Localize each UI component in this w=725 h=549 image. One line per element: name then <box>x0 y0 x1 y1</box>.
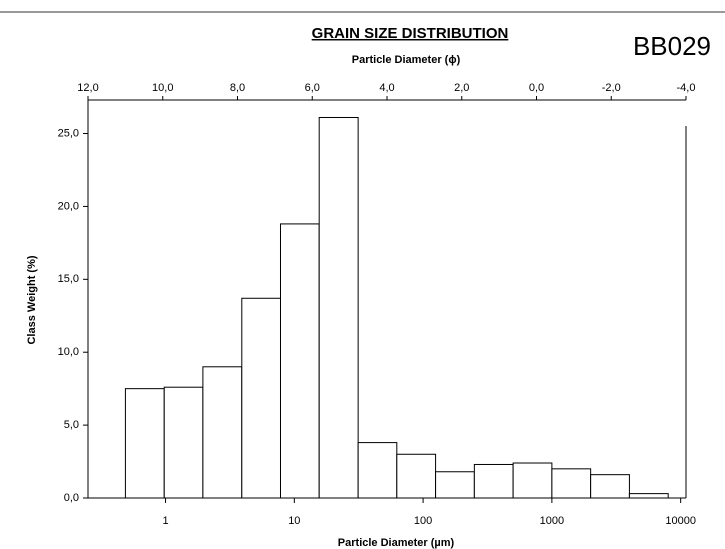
y-tick-label: 25,0 <box>58 127 79 139</box>
bar <box>435 471 475 499</box>
bar <box>202 366 243 499</box>
bar <box>318 116 359 499</box>
x2-tick-label: -2,0 <box>602 82 621 94</box>
bar <box>512 462 553 499</box>
x2-axis-label: Particle Diameter (ϕ) <box>352 54 461 66</box>
x2-tick-label: 12,0 <box>77 82 98 94</box>
x-tick-label: 1000 <box>540 515 564 527</box>
sample-label: BB029 <box>633 31 711 61</box>
x2-tick-label: 10,0 <box>152 82 173 94</box>
bar <box>628 493 669 499</box>
bar <box>124 388 165 499</box>
x2-tick-label: 6,0 <box>305 82 320 94</box>
x-tick-label: 1 <box>162 515 168 527</box>
y-tick-label: 5,0 <box>64 419 79 431</box>
bar <box>551 468 592 499</box>
x-axis-label: Particle Diameter (µm) <box>338 537 455 549</box>
bar <box>357 442 398 499</box>
x2-tick-label: 4,0 <box>379 82 394 94</box>
y-tick-label: 10,0 <box>58 346 79 358</box>
x2-tick-label: 8,0 <box>230 82 245 94</box>
bar <box>590 474 630 499</box>
x-tick-label: 10000 <box>665 515 696 527</box>
bar <box>396 453 437 499</box>
bar <box>241 297 281 499</box>
bar <box>279 223 320 499</box>
bar <box>163 386 204 499</box>
y-axis-label: Class Weight (%) <box>26 255 38 344</box>
x-tick-label: 10 <box>288 515 300 527</box>
x2-tick-label: -4,0 <box>677 82 696 94</box>
y-tick-label: 20,0 <box>58 200 79 212</box>
x2-tick-label: 2,0 <box>454 82 469 94</box>
x-tick-label: 100 <box>414 515 432 527</box>
bar <box>473 463 514 499</box>
y-tick-label: 0,0 <box>64 492 79 504</box>
chart-title: GRAIN SIZE DISTRIBUTION <box>312 25 509 42</box>
y-tick-label: 15,0 <box>58 273 79 285</box>
x2-tick-label: 0,0 <box>529 82 544 94</box>
